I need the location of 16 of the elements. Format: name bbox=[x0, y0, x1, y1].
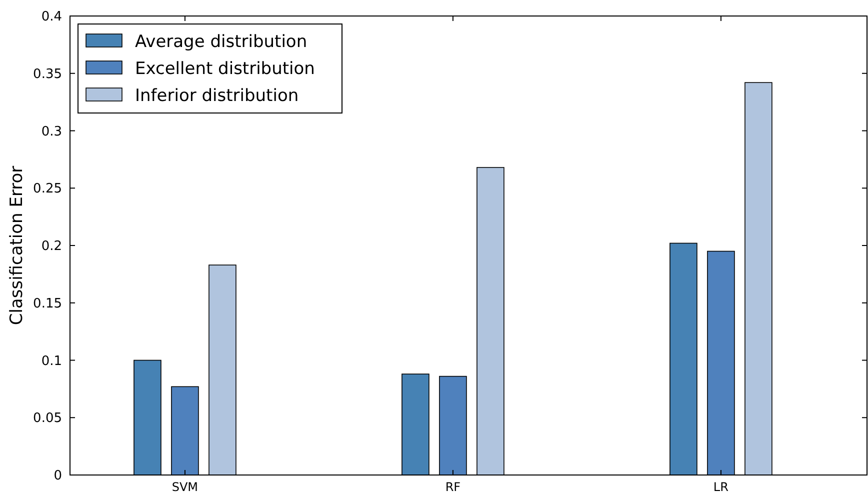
y-tick-label: 0.05 bbox=[33, 411, 62, 426]
legend-label: Inferior distribution bbox=[135, 86, 299, 106]
y-tick-label: 0.4 bbox=[41, 10, 62, 25]
y-tick-label: 0.3 bbox=[41, 124, 62, 140]
y-tick-label: 0.35 bbox=[33, 66, 62, 82]
x-tick-label: SVM bbox=[172, 480, 198, 494]
y-axis-title: Classification Error bbox=[7, 166, 27, 326]
legend-label: Excellent distribution bbox=[135, 58, 315, 79]
y-tick-label: 0 bbox=[54, 468, 62, 484]
y-tick-label: 0.25 bbox=[33, 182, 62, 197]
legend-label: Average distribution bbox=[135, 32, 308, 52]
x-tick-label: RF bbox=[445, 480, 461, 494]
x-tick-label: LR bbox=[713, 480, 728, 494]
y-tick-label: 0.2 bbox=[41, 239, 62, 254]
y-tick-label: 0.1 bbox=[41, 354, 62, 369]
y-tick-label: 0.15 bbox=[33, 296, 62, 312]
